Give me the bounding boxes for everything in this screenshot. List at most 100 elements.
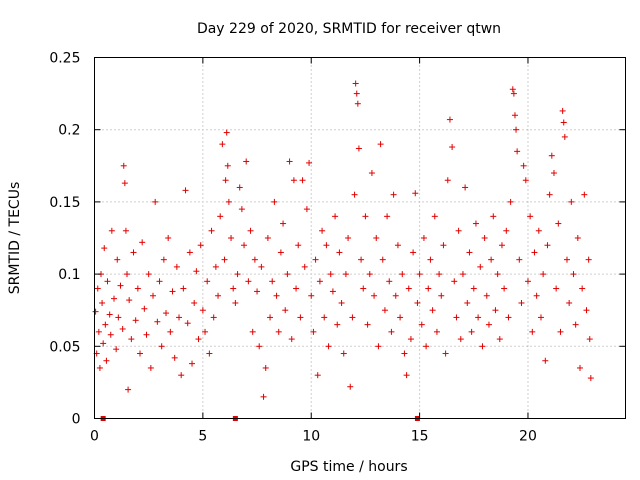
data-point <box>134 285 141 292</box>
data-point <box>373 235 380 241</box>
data-point <box>533 292 540 299</box>
data-point <box>510 90 517 97</box>
data-point <box>423 343 430 350</box>
data-point <box>425 285 432 292</box>
data-point <box>273 292 280 299</box>
data-point <box>269 278 276 285</box>
data-point <box>384 213 391 220</box>
data-point <box>340 350 347 357</box>
data-point <box>514 148 521 155</box>
data-point <box>284 271 291 278</box>
data-point <box>130 249 137 256</box>
data-point <box>332 213 339 220</box>
data-point <box>416 271 423 278</box>
data-point <box>561 133 568 140</box>
data-point <box>405 285 412 292</box>
data-point <box>470 285 477 292</box>
y-tick-label: 0.25 <box>49 51 80 67</box>
data-point <box>440 242 447 249</box>
data-point <box>193 268 200 275</box>
data-point <box>219 141 226 148</box>
data-point <box>238 206 245 213</box>
data-point <box>494 271 501 278</box>
data-point <box>520 162 527 169</box>
data-point <box>414 299 421 306</box>
data-point <box>210 314 217 321</box>
data-point <box>366 271 373 278</box>
data-points <box>92 80 594 421</box>
data-point <box>392 292 399 299</box>
data-point <box>490 213 497 220</box>
data-point <box>249 328 256 335</box>
data-point <box>388 328 395 335</box>
data-point <box>479 343 486 350</box>
data-point <box>178 372 185 379</box>
data-point <box>103 357 110 364</box>
data-point <box>501 285 508 292</box>
data-point <box>352 80 359 87</box>
axis-ticks: 0 5 10 15 20 0 0.05 0.1 0.15 0.2 0.25 <box>49 51 626 445</box>
data-point <box>560 119 567 126</box>
data-point <box>156 278 163 285</box>
data-point <box>286 158 293 165</box>
data-point <box>217 213 224 220</box>
data-point <box>108 227 115 234</box>
data-point <box>308 292 315 299</box>
data-point <box>102 321 109 328</box>
data-point <box>438 292 445 299</box>
data-point <box>427 256 434 263</box>
data-point <box>390 191 397 198</box>
data-point <box>100 340 107 347</box>
data-point <box>225 198 232 205</box>
data-point <box>282 307 289 314</box>
data-point <box>319 227 326 234</box>
data-point <box>498 242 505 249</box>
data-point <box>139 239 146 246</box>
data-point <box>303 206 310 213</box>
data-point <box>325 343 332 350</box>
data-point <box>264 235 271 241</box>
data-point <box>312 256 319 263</box>
data-point <box>403 372 410 379</box>
data-point <box>354 100 361 107</box>
data-point <box>184 320 191 327</box>
data-point <box>586 336 593 343</box>
data-point <box>459 271 466 278</box>
data-point <box>529 328 536 335</box>
data-point <box>488 256 495 263</box>
data-point <box>492 307 499 314</box>
data-point <box>154 318 161 325</box>
x-axis-title: GPS time / hours <box>290 459 407 475</box>
data-point <box>293 285 300 292</box>
data-point <box>277 249 284 256</box>
data-point <box>351 191 358 198</box>
data-point <box>141 305 148 312</box>
data-point <box>247 227 254 234</box>
data-point <box>126 297 133 304</box>
data-point <box>251 256 258 263</box>
data-point <box>535 227 542 234</box>
data-point <box>122 227 129 234</box>
data-point <box>267 314 274 321</box>
data-point <box>563 256 570 263</box>
data-point <box>234 271 241 278</box>
data-point <box>94 285 101 292</box>
data-point <box>362 213 369 220</box>
data-point <box>212 263 219 270</box>
data-point <box>342 271 349 278</box>
data-point <box>204 278 211 285</box>
data-point <box>206 350 213 357</box>
data-point <box>222 177 229 184</box>
data-point <box>338 299 345 306</box>
data-point <box>197 242 204 249</box>
data-point <box>522 177 529 184</box>
data-point <box>191 299 198 306</box>
data-point <box>245 278 252 285</box>
data-point <box>150 292 157 299</box>
data-point <box>92 308 99 315</box>
data-point <box>472 220 479 227</box>
data-point <box>306 159 313 166</box>
data-point <box>455 227 462 234</box>
data-point <box>446 116 453 123</box>
data-point <box>223 129 230 136</box>
